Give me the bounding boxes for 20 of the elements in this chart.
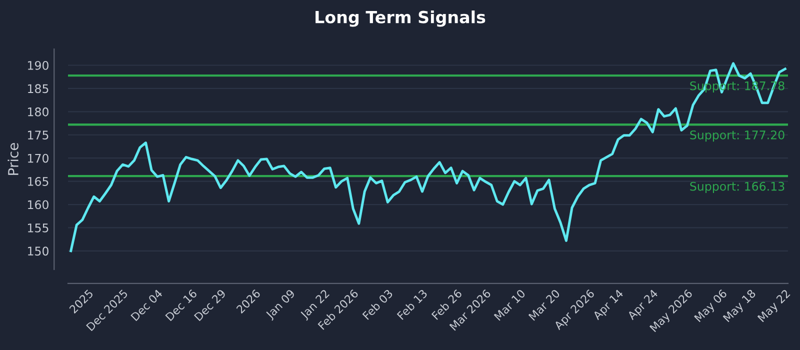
x-tick-label: Mar 20 <box>528 288 560 321</box>
y-tick-label: 175 <box>28 130 48 140</box>
x-tick-label: Feb 13 <box>396 288 428 320</box>
line-series <box>70 62 786 252</box>
x-tick-label: Dec 04 <box>130 288 163 322</box>
y-tick-label: 190 <box>28 60 48 70</box>
ref-line-label: Support: 177.20 <box>690 130 784 142</box>
y-tick-label: 160 <box>28 200 48 210</box>
y-tick-label: 165 <box>28 177 48 186</box>
x-tick-label: Mar 10 <box>494 288 526 321</box>
ref-line-label: Support: 166.13 <box>690 182 784 194</box>
y-tick-label: 155 <box>28 224 48 232</box>
y-tick-label: 180 <box>28 107 48 116</box>
x-tick-label: Jan 09 <box>264 288 297 321</box>
chart-title: Long Term Signals <box>316 10 486 27</box>
y-tick-label: 170 <box>28 154 48 163</box>
y-axis-title: Price <box>8 143 18 175</box>
x-tick-label: Feb 03 <box>362 288 394 320</box>
y-tick-label: 150 <box>28 246 48 256</box>
y-tick-label: 185 <box>28 84 48 94</box>
